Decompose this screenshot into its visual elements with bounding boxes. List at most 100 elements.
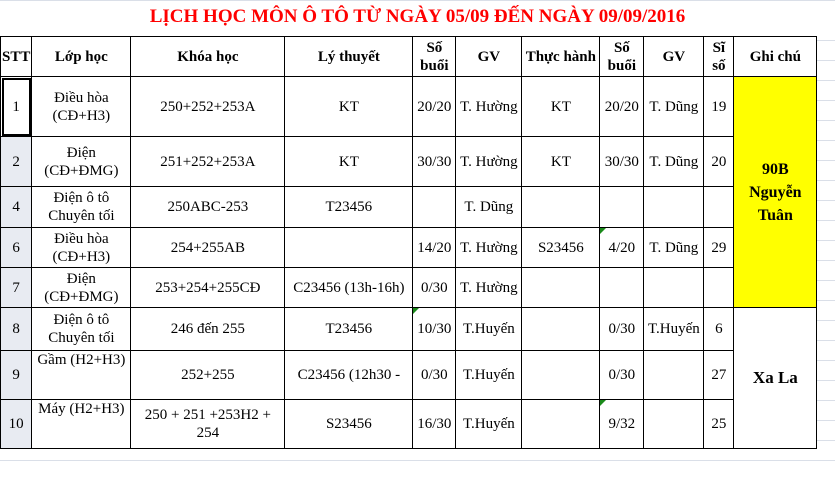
table-row: 10 Máy (H2+H3) 250 + 251 +253H2 + 254 S2345… [0,399,817,449]
header-ghi-chu[interactable]: Ghi chú [733,36,818,77]
cell-lop-hoc[interactable]: Điều hòa (CĐ+H3) [31,76,132,137]
cell-ly-thuyet[interactable]: KT [284,76,414,137]
cell-stt[interactable]: 2 [0,136,33,187]
cell-si-so[interactable]: 25 [703,399,735,449]
cell-stt[interactable]: 10 [0,399,33,449]
cell-so-buoi[interactable]: 0/30 [412,267,457,308]
cell-gv[interactable]: T. Dũng [455,186,523,228]
cell-stt[interactable]: 4 [0,186,33,228]
table-row: 9 Gầm (H2+H3) 252+255 C23456 (12h30 -0/30 T.… [0,350,817,400]
header-gv[interactable]: GV [455,36,523,77]
header-row: STT Lớp học Khóa học Lý thuyết Số buổi G… [0,36,818,77]
cell-so-buoi-2[interactable]: 4/20 [599,227,645,268]
cell-gv[interactable]: T.Huyến [455,350,523,400]
cell-ly-thuyet[interactable]: C23456 (12h30 - [284,350,414,400]
cell-khoa-hoc[interactable]: 253+254+255CĐ [130,267,286,308]
cell-gv[interactable]: T. Hường [455,136,523,187]
cell-ly-thuyet[interactable] [284,227,414,268]
cell-khoa-hoc[interactable]: 254+255AB [130,227,286,268]
cell-lop-hoc[interactable]: Gầm (H2+H3) [31,350,132,400]
table-row: 6 Điều hòa (CĐ+H3) 254+255AB 14/20 T. Hường S… [0,227,817,268]
cell-khoa-hoc[interactable]: 250ABC-253 [130,186,286,228]
cell-khoa-hoc[interactable]: 251+252+253A [130,136,286,187]
cell-thuc-hanh[interactable]: S23456 [521,227,601,268]
cell-so-buoi[interactable]: 14/20 [412,227,457,268]
header-si-so[interactable]: Sĩ số [703,36,735,77]
cell-si-so[interactable] [703,186,735,228]
cell-thuc-hanh[interactable] [521,267,601,308]
cell-so-buoi[interactable]: 10/30 [412,307,457,351]
cell-stt[interactable]: 8 [0,307,33,351]
cell-khoa-hoc[interactable]: 250+252+253A [130,76,286,137]
header-stt[interactable]: STT [0,36,33,77]
cell-thuc-hanh[interactable] [521,186,601,228]
cell-si-so[interactable]: 19 [703,76,735,137]
cell-thuc-hanh[interactable]: KT [521,136,601,187]
cell-thuc-hanh[interactable] [521,350,601,400]
cell-lop-hoc[interactable]: Điện ô tô Chuyên tối [31,307,132,351]
cell-so-buoi[interactable]: 30/30 [412,136,457,187]
cell-gv-2[interactable]: T.Huyến [643,307,705,351]
cell-so-buoi[interactable]: 20/20 [412,76,457,137]
cell-ly-thuyet[interactable]: T23456 [284,307,414,351]
cell-ly-thuyet[interactable]: S23456 [284,399,414,449]
cell-lop-hoc[interactable]: Điều hòa (CĐ+H3) [31,227,132,268]
cell-khoa-hoc[interactable]: 246 đến 255 [130,307,286,351]
cell-stt[interactable]: 9 [0,350,33,400]
cell-si-so[interactable]: 20 [703,136,735,187]
cell-lop-hoc[interactable]: Điện ô tô Chuyên tối [31,186,132,228]
cell-so-buoi-2[interactable] [599,186,645,228]
cell-gv-2[interactable]: T. Dũng [643,227,705,268]
cell-so-buoi[interactable] [412,186,457,228]
cell-gv[interactable]: T. Hường [455,227,523,268]
cell-gv-2[interactable] [643,399,705,449]
cell-stt[interactable]: 1 [0,76,33,137]
cell-thuc-hanh[interactable]: KT [521,76,601,137]
header-lop-hoc[interactable]: Lớp học [31,36,132,77]
cell-khoa-hoc[interactable]: 252+255 [130,350,286,400]
cell-so-buoi-2[interactable]: 30/30 [599,136,645,187]
cell-gv[interactable]: T. Hường [455,267,523,308]
header-khoa-hoc[interactable]: Khóa học [130,36,286,77]
note-location-xala[interactable]: Xa La [733,307,818,449]
cell-ly-thuyet[interactable]: C23456 (13h-16h) [284,267,414,308]
cell-thuc-hanh[interactable] [521,307,601,351]
cell-khoa-hoc[interactable]: 250 + 251 +253H2 + 254 [130,399,286,449]
cell-lop-hoc[interactable]: Điện (CĐ+ĐMG) [31,136,132,187]
cell-gv[interactable]: T.Huyến [455,399,523,449]
header-so-buoi-2[interactable]: Số buổi [599,36,645,77]
cell-thuc-hanh[interactable] [521,399,601,449]
cell-si-so[interactable]: 29 [703,227,735,268]
cell-si-so[interactable] [703,267,735,308]
cell-ly-thuyet[interactable]: T23456 [284,186,414,228]
cell-stt[interactable]: 7 [0,267,33,308]
header-thuc-hanh[interactable]: Thực hành [521,36,601,77]
table-row: 8 Điện ô tô Chuyên tối 246 đến 255 T23456 10… [0,307,818,449]
cell-lop-hoc[interactable]: Điện (CĐ+ĐMG) [31,267,132,308]
cell-so-buoi[interactable]: 16/30 [412,399,457,449]
cell-so-buoi-2[interactable]: 0/30 [599,350,645,400]
cell-so-buoi-2[interactable]: 20/20 [599,76,645,137]
cell-gv-2[interactable] [643,350,705,400]
cell-gv-2[interactable] [643,186,705,228]
cell-gv[interactable]: T. Hường [455,76,523,137]
cell-gv-2[interactable] [643,267,705,308]
cell-so-buoi-2[interactable]: 9/32 [599,399,645,449]
cell-so-buoi-2[interactable]: 0/30 [599,307,645,351]
cell-gv-2[interactable]: T. Dũng [643,136,705,187]
cell-ly-thuyet[interactable]: KT [284,136,414,187]
cell-gv-2[interactable]: T. Dũng [643,76,705,137]
header-gv-2[interactable]: GV [643,36,705,77]
header-so-buoi[interactable]: Số buổi [412,36,457,77]
cell-si-so[interactable]: 6 [703,307,735,351]
cell-stt[interactable]: 6 [0,227,33,268]
table-row: 1 Điều hòa (CĐ+H3) 250+252+253A KT 20/20 T. H… [0,76,818,308]
cell-lop-hoc[interactable]: Máy (H2+H3) [31,399,132,449]
note-location-90b[interactable]: 90B Nguyễn Tuân [733,76,818,308]
header-ly-thuyet[interactable]: Lý thuyết [284,36,414,77]
cell-so-buoi-2[interactable] [599,267,645,308]
cell-so-buoi[interactable]: 0/30 [412,350,457,400]
table-row: 4 Điện ô tô Chuyên tối 250ABC-253 T23456 T. … [0,186,817,228]
cell-gv[interactable]: T.Huyến [455,307,523,351]
cell-si-so[interactable]: 27 [703,350,735,400]
